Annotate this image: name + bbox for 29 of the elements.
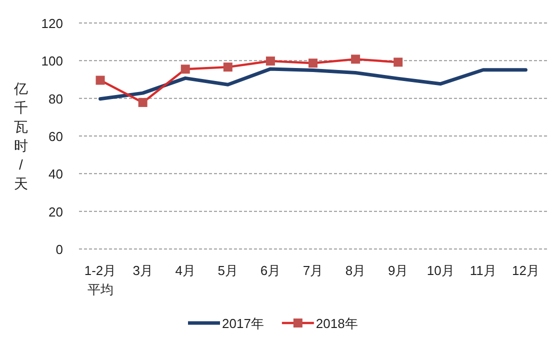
- legend-label: 2018年: [316, 316, 358, 331]
- point: [138, 98, 148, 107]
- x-tick-label: 5月: [218, 263, 238, 278]
- y-tick-label: 20: [48, 204, 63, 220]
- y-tick-label: 40: [48, 166, 63, 182]
- x-tick-label: 6月: [260, 263, 281, 278]
- y-tick-label: 120: [41, 16, 63, 31]
- y-tick-label: 0: [56, 242, 63, 257]
- y-tick-label: 80: [48, 91, 63, 106]
- x-tick-label: 10月: [426, 263, 454, 278]
- x-tick-label: 1-2月平均: [84, 263, 116, 297]
- point: [351, 54, 360, 64]
- y-tick-label: 60: [48, 129, 63, 144]
- point: [223, 62, 232, 72]
- y-tick-label: 100: [41, 54, 63, 69]
- legend-label: 2017年: [222, 316, 264, 331]
- x-tick-label: 3月: [132, 263, 153, 278]
- point: [308, 58, 318, 68]
- x-tick-label: 11月: [470, 263, 496, 278]
- point: [180, 64, 190, 74]
- x-tick-label: 7月: [302, 263, 324, 278]
- point: [394, 58, 403, 67]
- x-tick-label: 4月: [175, 263, 196, 278]
- x-tick-label: 9月: [388, 263, 408, 278]
- y-axis-title: 亿千瓦时/天: [13, 80, 28, 192]
- x-tick-label: 12月: [512, 263, 540, 278]
- point: [266, 56, 275, 66]
- x-tick-label: 8月: [345, 263, 366, 278]
- point: [96, 76, 105, 85]
